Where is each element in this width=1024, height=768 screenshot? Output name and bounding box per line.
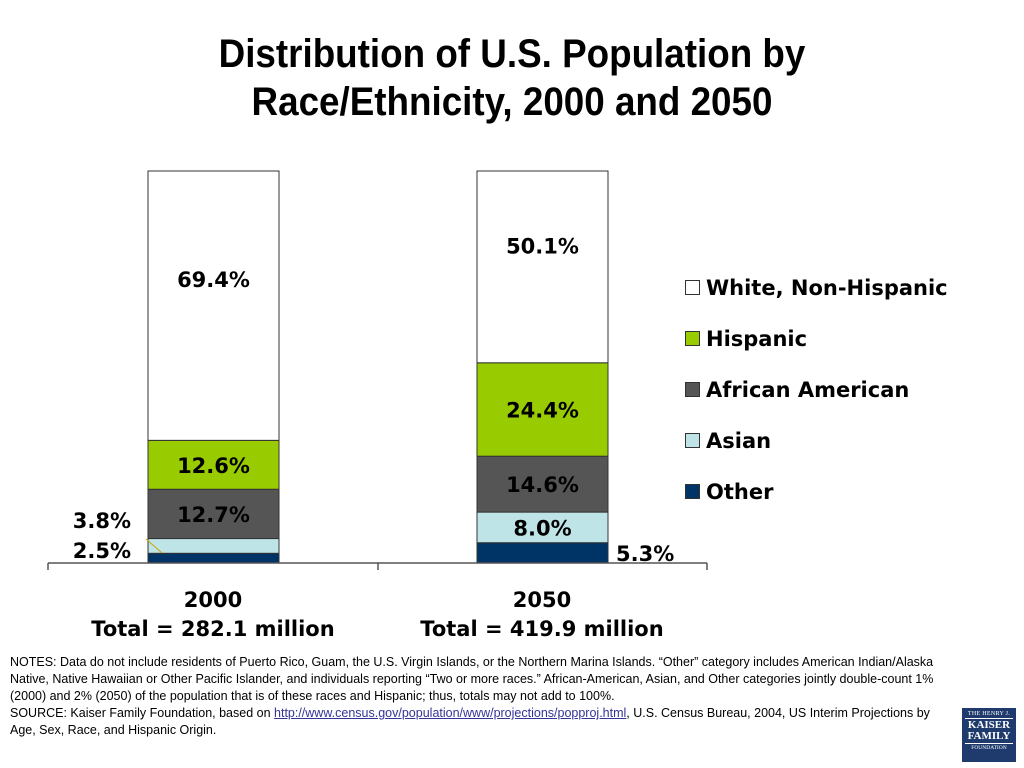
data-label-other-2050: 5.3% xyxy=(616,542,674,566)
logo-line-2: KAISER FAMILY xyxy=(965,718,1013,744)
bar-hispanic-2050 xyxy=(476,362,609,457)
chart-title-line-1: Distribution of U.S. Population by xyxy=(218,32,806,76)
notes-text: NOTES: Data do not include residents of … xyxy=(10,655,934,703)
source-link[interactable]: http://www.census.gov/population/www/pro… xyxy=(274,706,627,720)
data-label-hispanic-2000: 12.6% xyxy=(177,454,250,478)
legend-label-hispanic: Hispanic xyxy=(706,326,808,351)
legend-swatch-african-american xyxy=(685,382,700,397)
data-label-african-american-2050: 14.6% xyxy=(506,473,579,497)
source-suffix: , U.S. Census Bureau, 2004, US Interim P… xyxy=(10,706,930,737)
x-tick-sublabel-2000: Total = 282.1 million xyxy=(91,617,334,641)
leader-line-asian-2000 xyxy=(145,538,163,554)
legend-item-hispanic: Hispanic xyxy=(685,313,948,364)
x-tick-sublabel-2050: Total = 419.9 million xyxy=(420,617,663,641)
legend-label-african-american: African American xyxy=(706,377,910,402)
logo-line-1: THE HENRY J. xyxy=(967,711,1011,717)
legend-label-white-non-hispanic: White, Non-Hispanic xyxy=(706,275,948,300)
data-label-african-american-2000: 12.7% xyxy=(177,503,250,527)
legend-swatch-hispanic xyxy=(685,331,700,346)
data-label-asian-2000: 3.8% xyxy=(73,509,131,533)
legend-item-white-non-hispanic: White, Non-Hispanic xyxy=(685,262,948,313)
data-label-asian-2050: 8.0% xyxy=(513,516,571,540)
data-label-white-non-hispanic-2000: 69.4% xyxy=(177,268,250,292)
chart-title: Distribution of U.S. Population by Race/… xyxy=(41,30,983,126)
source-text: SOURCE: Kaiser Family Foundation, based … xyxy=(10,705,950,739)
x-tick-label-2050: 2050 xyxy=(513,588,571,612)
x-tick-label-2000: 2000 xyxy=(184,588,242,612)
source-prefix: SOURCE: Kaiser Family Foundation, based … xyxy=(10,706,275,720)
legend-item-african-american: African American xyxy=(685,364,948,415)
bar-white-non-hispanic-2000 xyxy=(147,170,280,441)
legend-swatch-white-non-hispanic xyxy=(685,280,700,295)
data-label-white-non-hispanic-2050: 50.1% xyxy=(506,234,579,258)
chart-legend: White, Non-Hispanic Hispanic African Ameri… xyxy=(685,262,948,517)
legend-label-asian: Asian xyxy=(706,428,772,453)
kaiser-family-foundation-logo: THE HENRY J. KAISER FAMILY FOUNDATION xyxy=(962,708,1016,762)
notes-block: NOTES: Data do not include residents of … xyxy=(10,654,950,739)
stacked-bar-chart: 2.5% 3.8% 12.7% 12.6% 69.4% 5.3% 8.0% 14.6% 24.4… xyxy=(47,170,708,641)
bar-african-american-2000 xyxy=(147,488,280,540)
data-label-hispanic-2050: 24.4% xyxy=(506,398,579,422)
bar-asian-2000 xyxy=(147,538,280,554)
data-label-other-2000: 2.5% xyxy=(73,539,131,563)
chart-title-line-2: Race/Ethnicity, 2000 and 2050 xyxy=(251,80,773,124)
legend-item-asian: Asian xyxy=(685,415,948,466)
legend-item-other: Other xyxy=(685,466,948,517)
bar-other-2000 xyxy=(147,552,280,564)
legend-swatch-asian xyxy=(685,433,700,448)
legend-label-other: Other xyxy=(706,479,774,504)
legend-swatch-other xyxy=(685,484,700,499)
bar-other-2050 xyxy=(476,542,609,564)
logo-line-3: FOUNDATION xyxy=(971,745,1007,751)
bar-african-american-2050 xyxy=(476,455,609,513)
bar-white-non-hispanic-2050 xyxy=(476,170,609,364)
